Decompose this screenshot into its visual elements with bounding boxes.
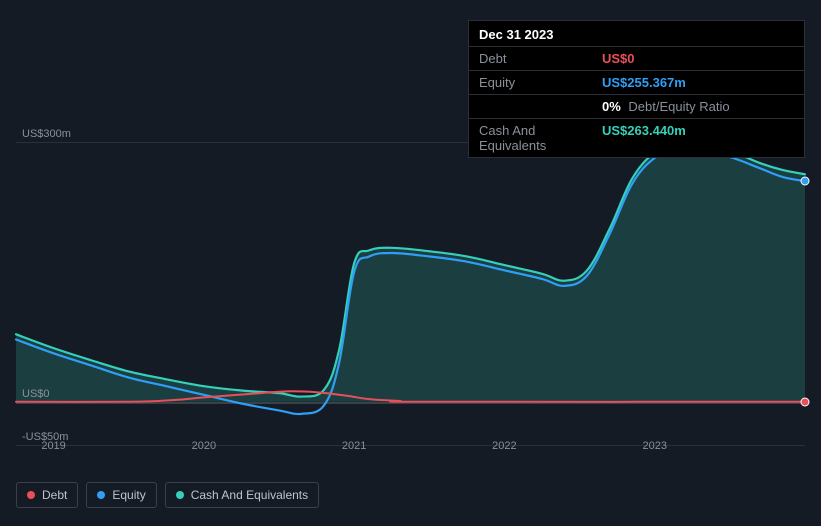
x-axis-label: 2023 <box>642 440 666 452</box>
tooltip-row-label <box>479 99 602 114</box>
legend-label: Equity <box>112 488 145 502</box>
tooltip-row-value: US$255.367m <box>602 75 794 90</box>
tooltip-row: DebtUS$0 <box>469 46 804 70</box>
tooltip-row-label: Equity <box>479 75 602 90</box>
tooltip-row: EquityUS$255.367m <box>469 70 804 94</box>
gridline <box>16 445 805 446</box>
tooltip-row: Cash And EquivalentsUS$263.440m <box>469 118 804 157</box>
tooltip-row-value: US$0 <box>602 51 794 66</box>
tooltip-row: 0% Debt/Equity Ratio <box>469 94 804 118</box>
chart-legend: Debt Equity Cash And Equivalents <box>16 482 319 508</box>
legend-swatch <box>176 491 184 499</box>
legend-item-equity[interactable]: Equity <box>86 482 156 508</box>
tooltip-row-value: 0% Debt/Equity Ratio <box>602 99 794 114</box>
x-axis-label: 2022 <box>492 440 516 452</box>
chart-plot-area: US$300mUS$0-US$50m 20192020202120222023 <box>16 125 805 445</box>
legend-item-cash-and-equivalents[interactable]: Cash And Equivalents <box>165 482 319 508</box>
series-area-cash-and-equivalents <box>16 144 805 402</box>
end-marker-equity <box>801 177 810 186</box>
chart-tooltip: Dec 31 2023 DebtUS$0EquityUS$255.367m0% … <box>468 20 805 158</box>
legend-swatch <box>27 491 35 499</box>
x-axis-label: 2020 <box>192 440 216 452</box>
chart-svg <box>16 125 805 445</box>
tooltip-row-label: Cash And Equivalents <box>479 123 602 153</box>
y-axis-label: US$0 <box>22 388 50 400</box>
x-axis-label: 2019 <box>41 440 65 452</box>
tooltip-date: Dec 31 2023 <box>469 21 804 46</box>
tooltip-row-value: US$263.440m <box>602 123 794 153</box>
legend-item-debt[interactable]: Debt <box>16 482 78 508</box>
y-axis-label: US$300m <box>22 128 71 140</box>
tooltip-row-suffix: Debt/Equity Ratio <box>625 99 730 114</box>
legend-label: Cash And Equivalents <box>191 488 308 502</box>
end-marker-debt <box>801 397 810 406</box>
tooltip-row-label: Debt <box>479 51 602 66</box>
legend-label: Debt <box>42 488 67 502</box>
legend-swatch <box>97 491 105 499</box>
x-axis-label: 2021 <box>342 440 366 452</box>
